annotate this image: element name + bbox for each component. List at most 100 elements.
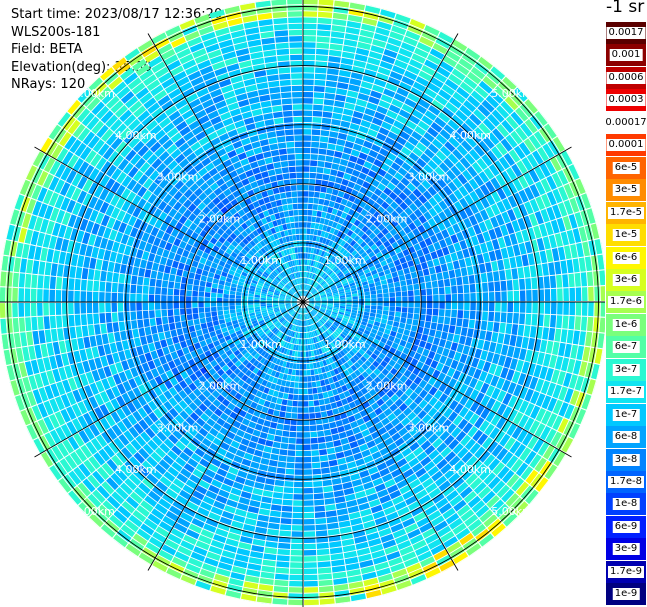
range-gate: [443, 124, 456, 136]
range-gate: [496, 484, 510, 499]
range-gate: [186, 501, 199, 512]
range-gate: [357, 310, 364, 315]
range-gate: [537, 352, 545, 366]
range-gate: [88, 359, 97, 371]
range-gate: [347, 359, 354, 367]
range-gate: [238, 542, 252, 550]
range-gate: [303, 129, 312, 135]
range-gate: [383, 88, 396, 98]
range-gate: [454, 392, 464, 403]
range-gate: [238, 318, 244, 323]
range-gate: [229, 294, 236, 299]
range-gate: [0, 287, 6, 302]
range-gate: [494, 226, 503, 238]
range-gate: [303, 469, 312, 475]
range-gate: [136, 346, 144, 356]
range-gate: [286, 322, 291, 329]
range-gate: [459, 486, 473, 499]
range-gate: [254, 306, 261, 310]
range-gate: [283, 341, 288, 348]
range-gate: [343, 390, 351, 398]
range-gate: [529, 184, 540, 198]
range-gate: [238, 363, 245, 371]
range-gate: [220, 244, 228, 252]
range-gate: [32, 201, 42, 216]
range-gate: [438, 338, 446, 348]
range-gate: [410, 506, 424, 517]
range-gate: [95, 380, 105, 393]
range-gate: [381, 210, 390, 219]
range-gate: [300, 320, 302, 326]
range-gate: [290, 324, 295, 331]
range-gate: [315, 299, 321, 301]
range-gate: [213, 534, 227, 544]
range-gate: [132, 387, 142, 398]
range-gate: [388, 191, 398, 201]
range-gate: [354, 362, 361, 369]
range-gate: [529, 454, 542, 469]
range-gate: [188, 272, 195, 279]
range-gate: [221, 550, 236, 559]
range-gate: [488, 228, 497, 240]
range-gate: [398, 427, 408, 437]
range-gate: [117, 293, 124, 302]
range-gate: [381, 318, 388, 324]
range-gate: [256, 596, 272, 604]
range-gate: [364, 69, 377, 78]
range-gate: [456, 127, 469, 140]
range-gate: [517, 267, 525, 279]
range-gate: [271, 282, 277, 287]
range-gate: [132, 398, 142, 410]
range-gate: [376, 398, 385, 407]
range-gate: [547, 140, 560, 156]
range-gate: [354, 163, 363, 172]
range-gate: [346, 263, 353, 269]
range-gate: [309, 319, 313, 325]
range-gate: [377, 426, 387, 436]
range-gate: [420, 93, 434, 104]
range-gate: [379, 192, 388, 201]
range-gate: [341, 398, 349, 406]
range-gate: [326, 187, 333, 194]
range-gate: [71, 254, 79, 267]
range-gate: [490, 216, 499, 228]
range-gate: [46, 248, 54, 263]
range-gate: [247, 393, 256, 401]
range-gate: [419, 340, 427, 348]
range-gate: [499, 508, 513, 522]
range-gate: [214, 408, 223, 417]
range-gate: [421, 231, 430, 240]
range-gate: [337, 76, 350, 84]
range-gate: [158, 498, 172, 510]
range-gate: [495, 214, 505, 226]
range-gate: [327, 528, 340, 536]
range-gate: [463, 310, 470, 319]
range-gate: [322, 391, 329, 399]
range-gate: [322, 283, 328, 288]
range-gate: [30, 288, 37, 302]
range-gate: [82, 193, 93, 207]
range-gate: [257, 377, 264, 385]
range-gate: [346, 90, 359, 98]
range-gate: [272, 377, 279, 384]
range-gate: [380, 9, 396, 19]
range-gate: [266, 298, 273, 301]
range-gate: [359, 423, 368, 432]
range-gate: [283, 424, 290, 431]
range-gate: [320, 307, 326, 311]
range-gate: [469, 401, 480, 413]
range-gate: [121, 200, 131, 212]
range-gate: [216, 377, 224, 385]
range-gate: [254, 302, 260, 305]
range-gate: [266, 302, 272, 304]
range-gate: [179, 436, 190, 446]
range-gate: [550, 315, 557, 328]
range-gate: [322, 205, 329, 212]
range-gate: [318, 223, 324, 230]
range-gate: [451, 302, 458, 310]
range-gate: [316, 42, 330, 49]
range-gate: [437, 316, 445, 324]
range-gate: [579, 331, 586, 346]
range-gate: [223, 302, 229, 307]
range-gate: [350, 203, 359, 211]
